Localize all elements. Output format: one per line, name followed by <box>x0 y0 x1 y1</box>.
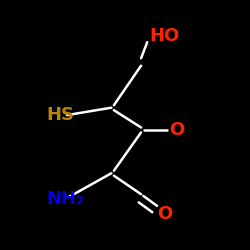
Text: NH₂: NH₂ <box>46 190 84 208</box>
Text: HS: HS <box>46 106 74 124</box>
Text: HO: HO <box>150 27 180 45</box>
Text: O: O <box>170 121 185 139</box>
Text: O: O <box>157 205 172 223</box>
